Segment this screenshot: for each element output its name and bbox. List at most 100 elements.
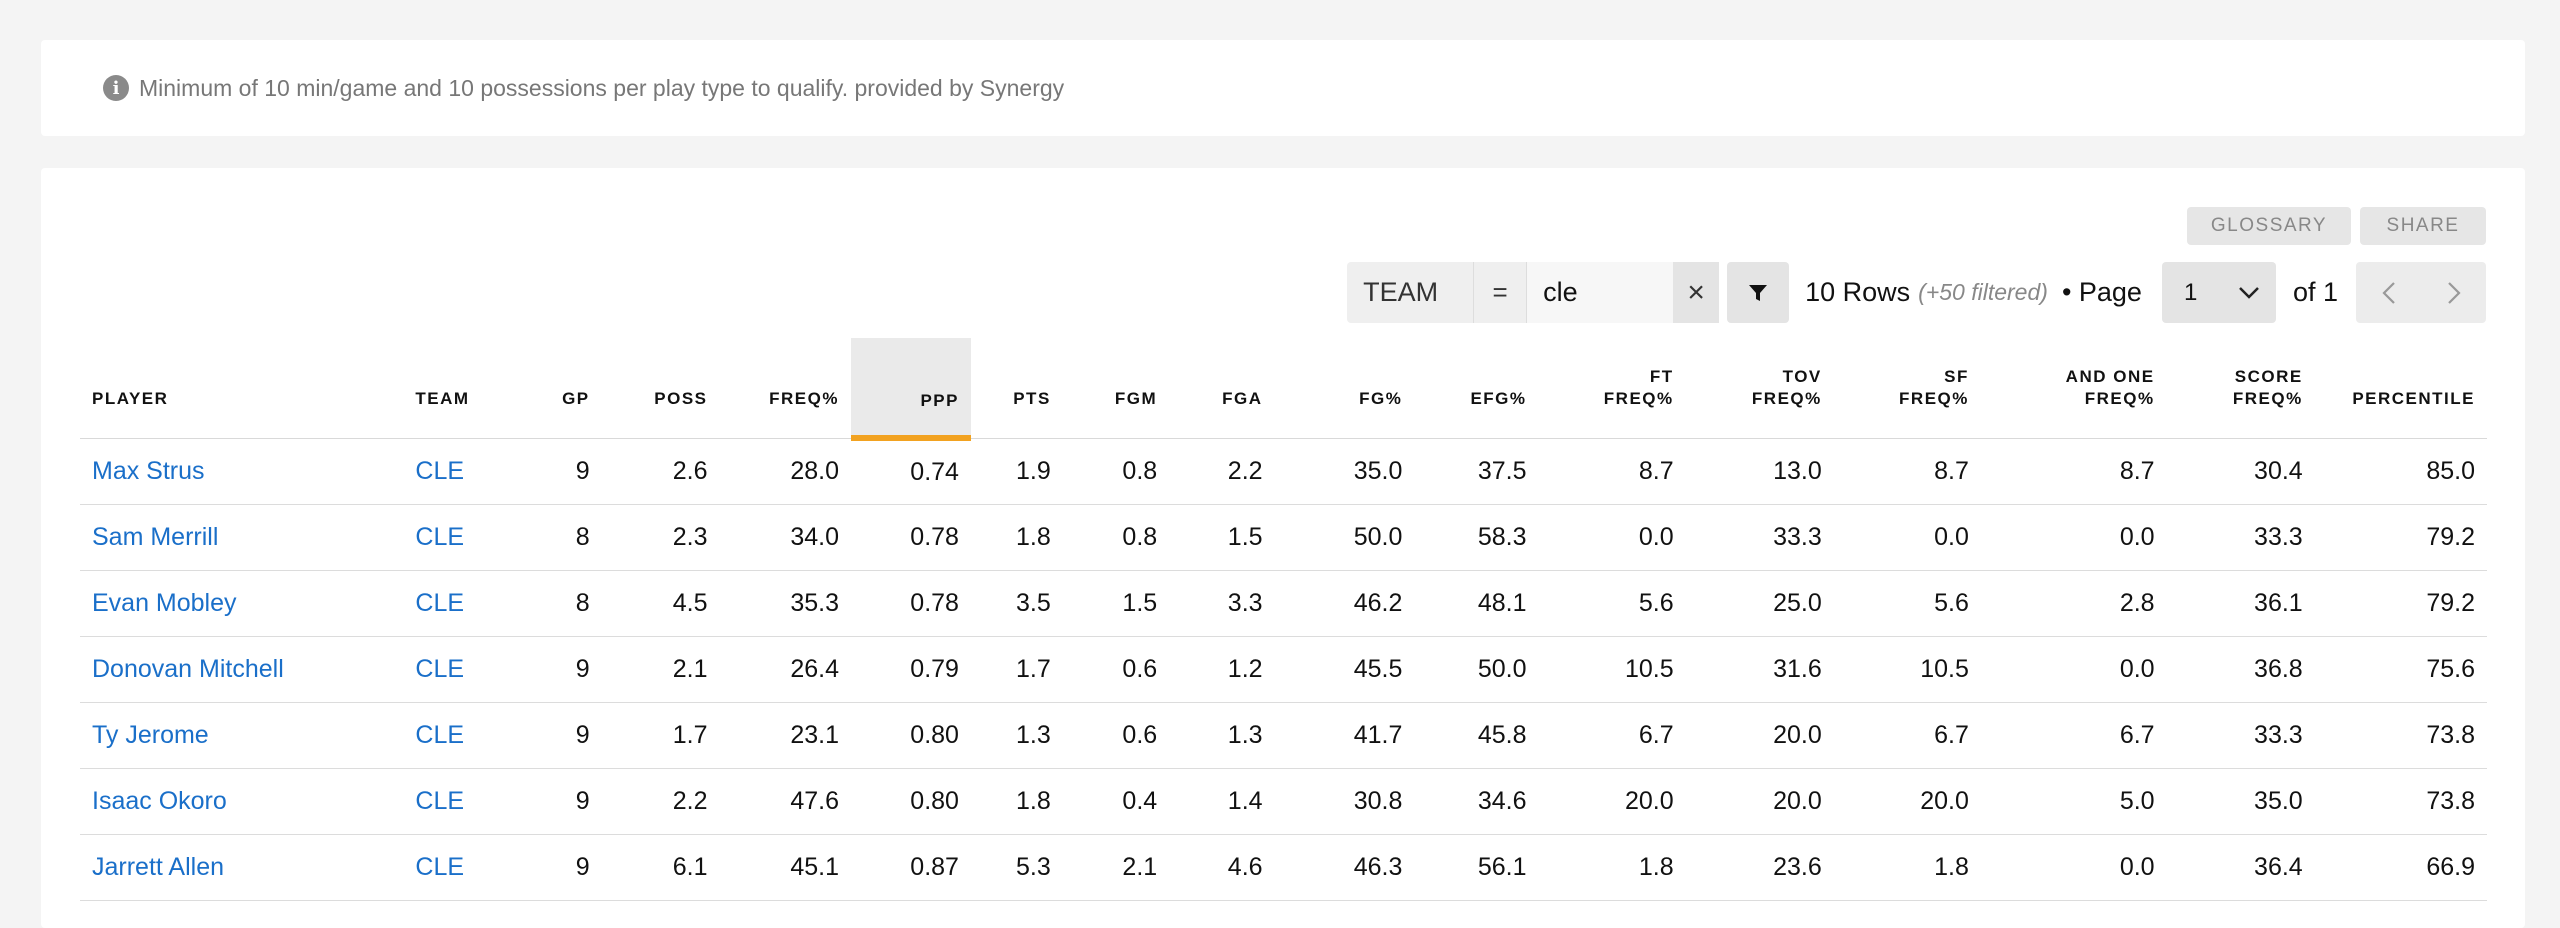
page-select[interactable]: 1 [2161,262,2276,323]
cell-efg-pct: 37.5 [1414,438,1539,505]
player-stats-table: PLAYER TEAM GP POSS FREQ% PPP PTS FGM FG… [80,338,2487,901]
filter-button[interactable] [1727,262,1790,323]
player-name-link[interactable]: Ty Jerome [80,702,404,769]
note-text: Minimum of 10 min/game and 10 possession… [139,74,1065,101]
team-link[interactable]: CLE [403,702,540,769]
cell-ppp: 0.74 [850,438,971,505]
column-header-fgm[interactable]: FGM [1062,338,1170,439]
cell-poss: 6.1 [601,834,720,901]
player-name-link[interactable]: Evan Mobley [80,570,404,637]
team-link[interactable]: CLE [403,768,540,835]
info-icon: i [103,75,129,101]
column-header-fga[interactable]: FGA [1169,338,1275,439]
column-header-ppp[interactable]: PPP [850,338,971,441]
cell-freq: 34.0 [719,504,851,571]
cell-score-freq: 30.4 [2166,438,2315,505]
glossary-button[interactable]: GLOSSARY [2187,207,2351,245]
cell-ppp: 0.80 [850,702,971,769]
cell-pts: 1.3 [970,702,1063,769]
player-name-link[interactable]: Jarrett Allen [80,834,404,901]
column-header-score-freq[interactable]: SCORE FREQ% [2166,338,2315,439]
filter-value-input[interactable]: cle [1527,262,1674,323]
cell-poss: 4.5 [601,570,720,637]
column-header-sf-freq[interactable]: SF FREQ% [1833,338,1981,439]
player-name-link[interactable]: Sam Merrill [80,504,404,571]
column-header-team[interactable]: TEAM [403,338,540,439]
filter-clear-button[interactable]: × [1673,262,1720,323]
cell-percentile: 79.2 [2314,570,2487,637]
cell-fga: 1.3 [1169,702,1275,769]
chevron-left-icon [2381,281,2395,304]
cell-fg-pct: 46.3 [1274,834,1415,901]
cell-efg-pct: 34.6 [1414,768,1539,835]
cell-sf-freq: 0.0 [1833,504,1981,571]
cell-sf-freq: 1.8 [1833,834,1981,901]
cell-ft-freq: 5.6 [1538,570,1686,637]
filtered-count: (+50 filtered) [1918,279,2048,305]
cell-percentile: 75.6 [2314,636,2487,703]
column-header-player[interactable]: PLAYER [80,338,404,439]
cell-tov-freq: 13.0 [1685,438,1834,505]
cell-score-freq: 36.8 [2166,636,2315,703]
filter-operator[interactable]: = [1473,262,1528,323]
column-header-pts[interactable]: PTS [970,338,1063,439]
player-name-link[interactable]: Isaac Okoro [80,768,404,835]
cell-and-one-freq: 6.7 [1980,702,2167,769]
player-name-link[interactable]: Donovan Mitchell [80,636,404,703]
table-row: Evan Mobley CLE 8 4.5 35.3 0.78 3.5 1.5 3.3 46.2 4… [80,570,2487,637]
row-count: 10 Rows [1805,277,1911,307]
cell-freq: 23.1 [719,702,851,769]
team-link[interactable]: CLE [403,438,540,505]
page-label: • Page [2061,277,2142,307]
column-header-tov-freq[interactable]: TOV FREQ% [1685,338,1834,439]
filter-field[interactable]: TEAM [1363,277,1439,307]
team-link[interactable]: CLE [403,570,540,637]
column-header-efg-pct[interactable]: EFG% [1414,338,1539,439]
qualification-note: i Minimum of 10 min/game and 10 possessi… [41,40,2525,136]
cell-efg-pct: 58.3 [1414,504,1539,571]
stats-card: GLOSSARY SHARE TEAM = cle × 10 Rows (+50… [41,168,2525,928]
column-header-poss[interactable]: POSS [601,338,720,439]
cell-and-one-freq: 2.8 [1980,570,2167,637]
column-header-freq[interactable]: FREQ% [719,338,851,439]
chevron-right-icon [2447,281,2461,304]
cell-tov-freq: 31.6 [1685,636,1834,703]
cell-sf-freq: 5.6 [1833,570,1981,637]
cell-gp: 8 [539,504,602,571]
column-header-ft-freq[interactable]: FT FREQ% [1538,338,1686,439]
column-header-percentile[interactable]: PERCENTILE [2314,338,2487,439]
cell-fga: 1.2 [1169,636,1275,703]
cell-percentile: 85.0 [2314,438,2487,505]
cell-score-freq: 36.4 [2166,834,2315,901]
column-header-and-one-freq[interactable]: AND ONE FREQ% [1980,338,2167,439]
cell-tov-freq: 20.0 [1685,768,1834,835]
column-header-gp[interactable]: GP [539,338,602,439]
cell-tov-freq: 33.3 [1685,504,1834,571]
cell-freq: 28.0 [719,438,851,505]
cell-gp: 9 [539,438,602,505]
cell-sf-freq: 6.7 [1833,702,1981,769]
cell-tov-freq: 20.0 [1685,702,1834,769]
cell-poss: 2.1 [601,636,720,703]
cell-fga: 2.2 [1169,438,1275,505]
cell-freq: 47.6 [719,768,851,835]
column-header-fg-pct[interactable]: FG% [1274,338,1415,439]
cell-gp: 9 [539,768,602,835]
top-buttons: GLOSSARY SHARE [2187,207,2486,245]
cell-poss: 2.2 [601,768,720,835]
filter-chip: TEAM = cle × [1347,262,1720,323]
team-link[interactable]: CLE [403,636,540,703]
cell-fg-pct: 45.5 [1274,636,1415,703]
share-button[interactable]: SHARE [2360,207,2486,245]
team-link[interactable]: CLE [403,504,540,571]
player-name-link[interactable]: Max Strus [80,438,404,505]
table-toolbar: TEAM = cle × 10 Rows (+50 filtered) • Pa… [1347,262,2486,323]
cell-ppp: 0.79 [850,636,971,703]
table-row: Jarrett Allen CLE 9 6.1 45.1 0.87 5.3 2.1 4.6 46.… [80,834,2487,901]
next-page-button[interactable] [2421,262,2486,323]
prev-page-button[interactable] [2356,262,2421,323]
cell-sf-freq: 10.5 [1833,636,1981,703]
team-link[interactable]: CLE [403,834,540,901]
cell-percentile: 79.2 [2314,504,2487,571]
cell-ft-freq: 0.0 [1538,504,1686,571]
